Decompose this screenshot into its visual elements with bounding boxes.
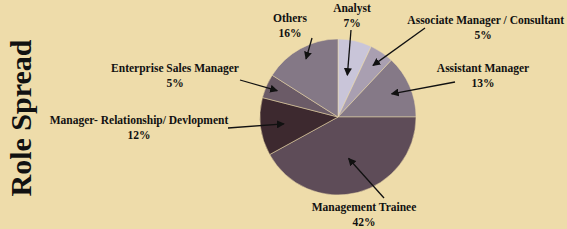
data-label: 7% <box>343 17 360 29</box>
pie <box>260 39 416 195</box>
slice <box>338 60 416 117</box>
title: Role Spread <box>4 39 37 196</box>
slice-label: Others <box>273 12 307 24</box>
slice <box>272 39 338 117</box>
data-label: 5% <box>474 29 491 41</box>
slice-label: Assistant Manager <box>437 62 529 75</box>
slice-label: Manager- Relationship/ Devlopment <box>50 114 229 127</box>
data-label: 16% <box>279 27 302 39</box>
data-label: 12% <box>128 129 151 141</box>
arrow <box>240 80 277 91</box>
slice-label: Analyst <box>333 2 371 15</box>
arrow <box>349 159 384 198</box>
data-label: 5% <box>166 77 183 89</box>
slice-label: Associate Manager / Consultant <box>407 14 564 27</box>
data-label: 13% <box>472 77 495 89</box>
labels: Analyst 7% Associate Manager / Consultant 5… <box>50 2 564 228</box>
arrow <box>347 30 351 75</box>
slice-label: Management Trainee <box>312 201 417 214</box>
arrow <box>373 28 425 65</box>
chart: Role Spread Analyst 7% Associate Manager / … <box>0 0 567 229</box>
arrow <box>228 124 284 128</box>
arrow <box>306 38 312 59</box>
data-label: 42% <box>353 216 376 228</box>
slice-label: Enterprise Sales Manager <box>111 62 239 75</box>
arrow <box>392 82 455 94</box>
